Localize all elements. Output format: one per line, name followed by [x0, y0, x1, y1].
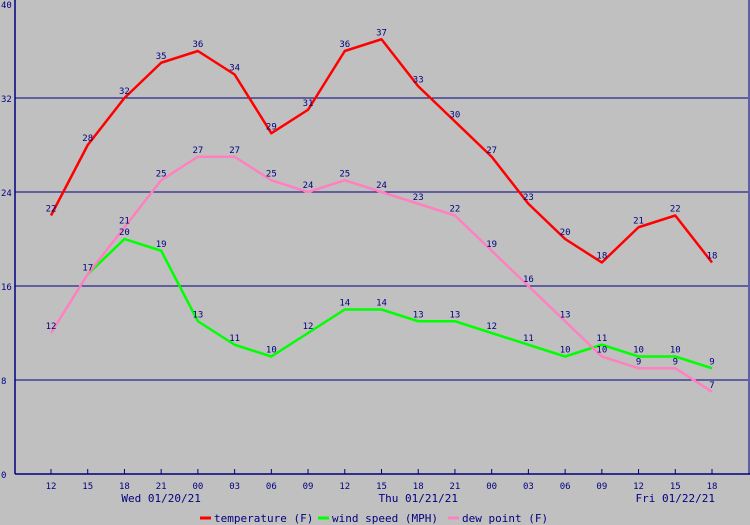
data-label: 20 [560, 228, 571, 238]
x-tick-label: 15 [82, 482, 93, 492]
data-label: 9 [673, 357, 678, 367]
series-line-2 [49, 155, 713, 393]
data-label: 9 [636, 357, 641, 367]
x-tick-label: 06 [266, 482, 277, 492]
data-label: 13 [450, 310, 461, 320]
data-label: 10 [670, 346, 681, 356]
legend-label: wind speed (MPH) [332, 512, 438, 525]
day-label: Fri 01/22/21 [636, 492, 715, 505]
x-tick-label: 00 [192, 482, 203, 492]
data-label: 12 [486, 322, 497, 332]
data-label: 14 [339, 299, 350, 309]
data-label: 18 [707, 252, 718, 262]
series-line-0 [49, 38, 713, 264]
data-label: 27 [486, 146, 497, 156]
x-tick-label: 18 [119, 482, 130, 492]
data-label: 19 [486, 240, 497, 250]
y-tick-label: 8 [1, 377, 6, 387]
x-tick-label: 09 [303, 482, 314, 492]
data-label: 13 [192, 310, 203, 320]
day-label: Thu 01/21/21 [378, 492, 457, 505]
data-label: 11 [596, 334, 607, 344]
y-tick-label: 40 [1, 1, 12, 11]
data-label: 31 [303, 99, 314, 109]
data-label: 25 [339, 169, 350, 179]
data-label: 14 [376, 299, 387, 309]
data-label: 22 [670, 205, 681, 215]
x-tick-label: 18 [707, 482, 718, 492]
y-tick-label: 0 [1, 471, 6, 481]
data-label: 29 [266, 122, 277, 132]
data-label: 12 [303, 322, 314, 332]
legend-label: temperature (F) [214, 512, 313, 525]
data-label: 22 [450, 205, 461, 215]
x-tick-label: 12 [46, 482, 57, 492]
x-tick-label: 03 [229, 482, 240, 492]
x-tick-label: 00 [486, 482, 497, 492]
data-label: 13 [413, 310, 424, 320]
data-label: 9 [709, 357, 714, 367]
day-label: Wed 01/20/21 [121, 492, 200, 505]
data-label: 36 [192, 40, 203, 50]
data-label: 20 [119, 228, 130, 238]
data-label: 11 [523, 334, 534, 344]
x-tick-label: 03 [523, 482, 534, 492]
data-label: 24 [376, 181, 387, 191]
data-label: 22 [46, 205, 57, 215]
data-label: 27 [229, 146, 240, 156]
data-label: 23 [413, 193, 424, 203]
data-label: 12 [46, 322, 57, 332]
data-label: 32 [119, 87, 130, 97]
data-label: 13 [560, 310, 571, 320]
x-tick-label: 06 [560, 482, 571, 492]
data-label: 10 [560, 346, 571, 356]
legend-label: dew point (F) [462, 512, 548, 525]
data-label: 24 [303, 181, 314, 191]
data-label: 10 [633, 346, 644, 356]
data-label: 37 [376, 28, 387, 38]
x-tick-label: 21 [450, 482, 461, 492]
x-tick-label: 12 [339, 482, 350, 492]
data-label: 21 [633, 216, 644, 226]
data-label: 19 [156, 240, 167, 250]
data-label: 35 [156, 52, 167, 62]
data-label: 18 [596, 252, 607, 262]
data-label: 21 [119, 216, 130, 226]
x-tick-label: 21 [156, 482, 167, 492]
data-label: 25 [156, 169, 167, 179]
data-label: 23 [523, 193, 534, 203]
x-tick-label: 18 [413, 482, 424, 492]
data-label: 36 [339, 40, 350, 50]
data-label: 27 [192, 146, 203, 156]
x-tick-label: 15 [670, 482, 681, 492]
y-tick-label: 16 [1, 283, 12, 293]
data-label: 25 [266, 169, 277, 179]
data-label: 28 [82, 134, 93, 144]
x-tick-label: 12 [633, 482, 644, 492]
x-tick-label: 09 [596, 482, 607, 492]
x-tick-label: 15 [376, 482, 387, 492]
data-label: 11 [229, 334, 240, 344]
data-label: 10 [266, 346, 277, 356]
data-label: 34 [229, 64, 240, 74]
y-tick-label: 32 [1, 95, 12, 105]
series-line-1 [86, 237, 713, 370]
data-label: 16 [523, 275, 534, 285]
data-label: 17 [82, 263, 93, 273]
data-label: 33 [413, 75, 424, 85]
data-label: 7 [709, 381, 714, 391]
y-tick-label: 24 [1, 189, 12, 199]
data-label: 10 [596, 346, 607, 356]
data-label: 30 [450, 111, 461, 121]
